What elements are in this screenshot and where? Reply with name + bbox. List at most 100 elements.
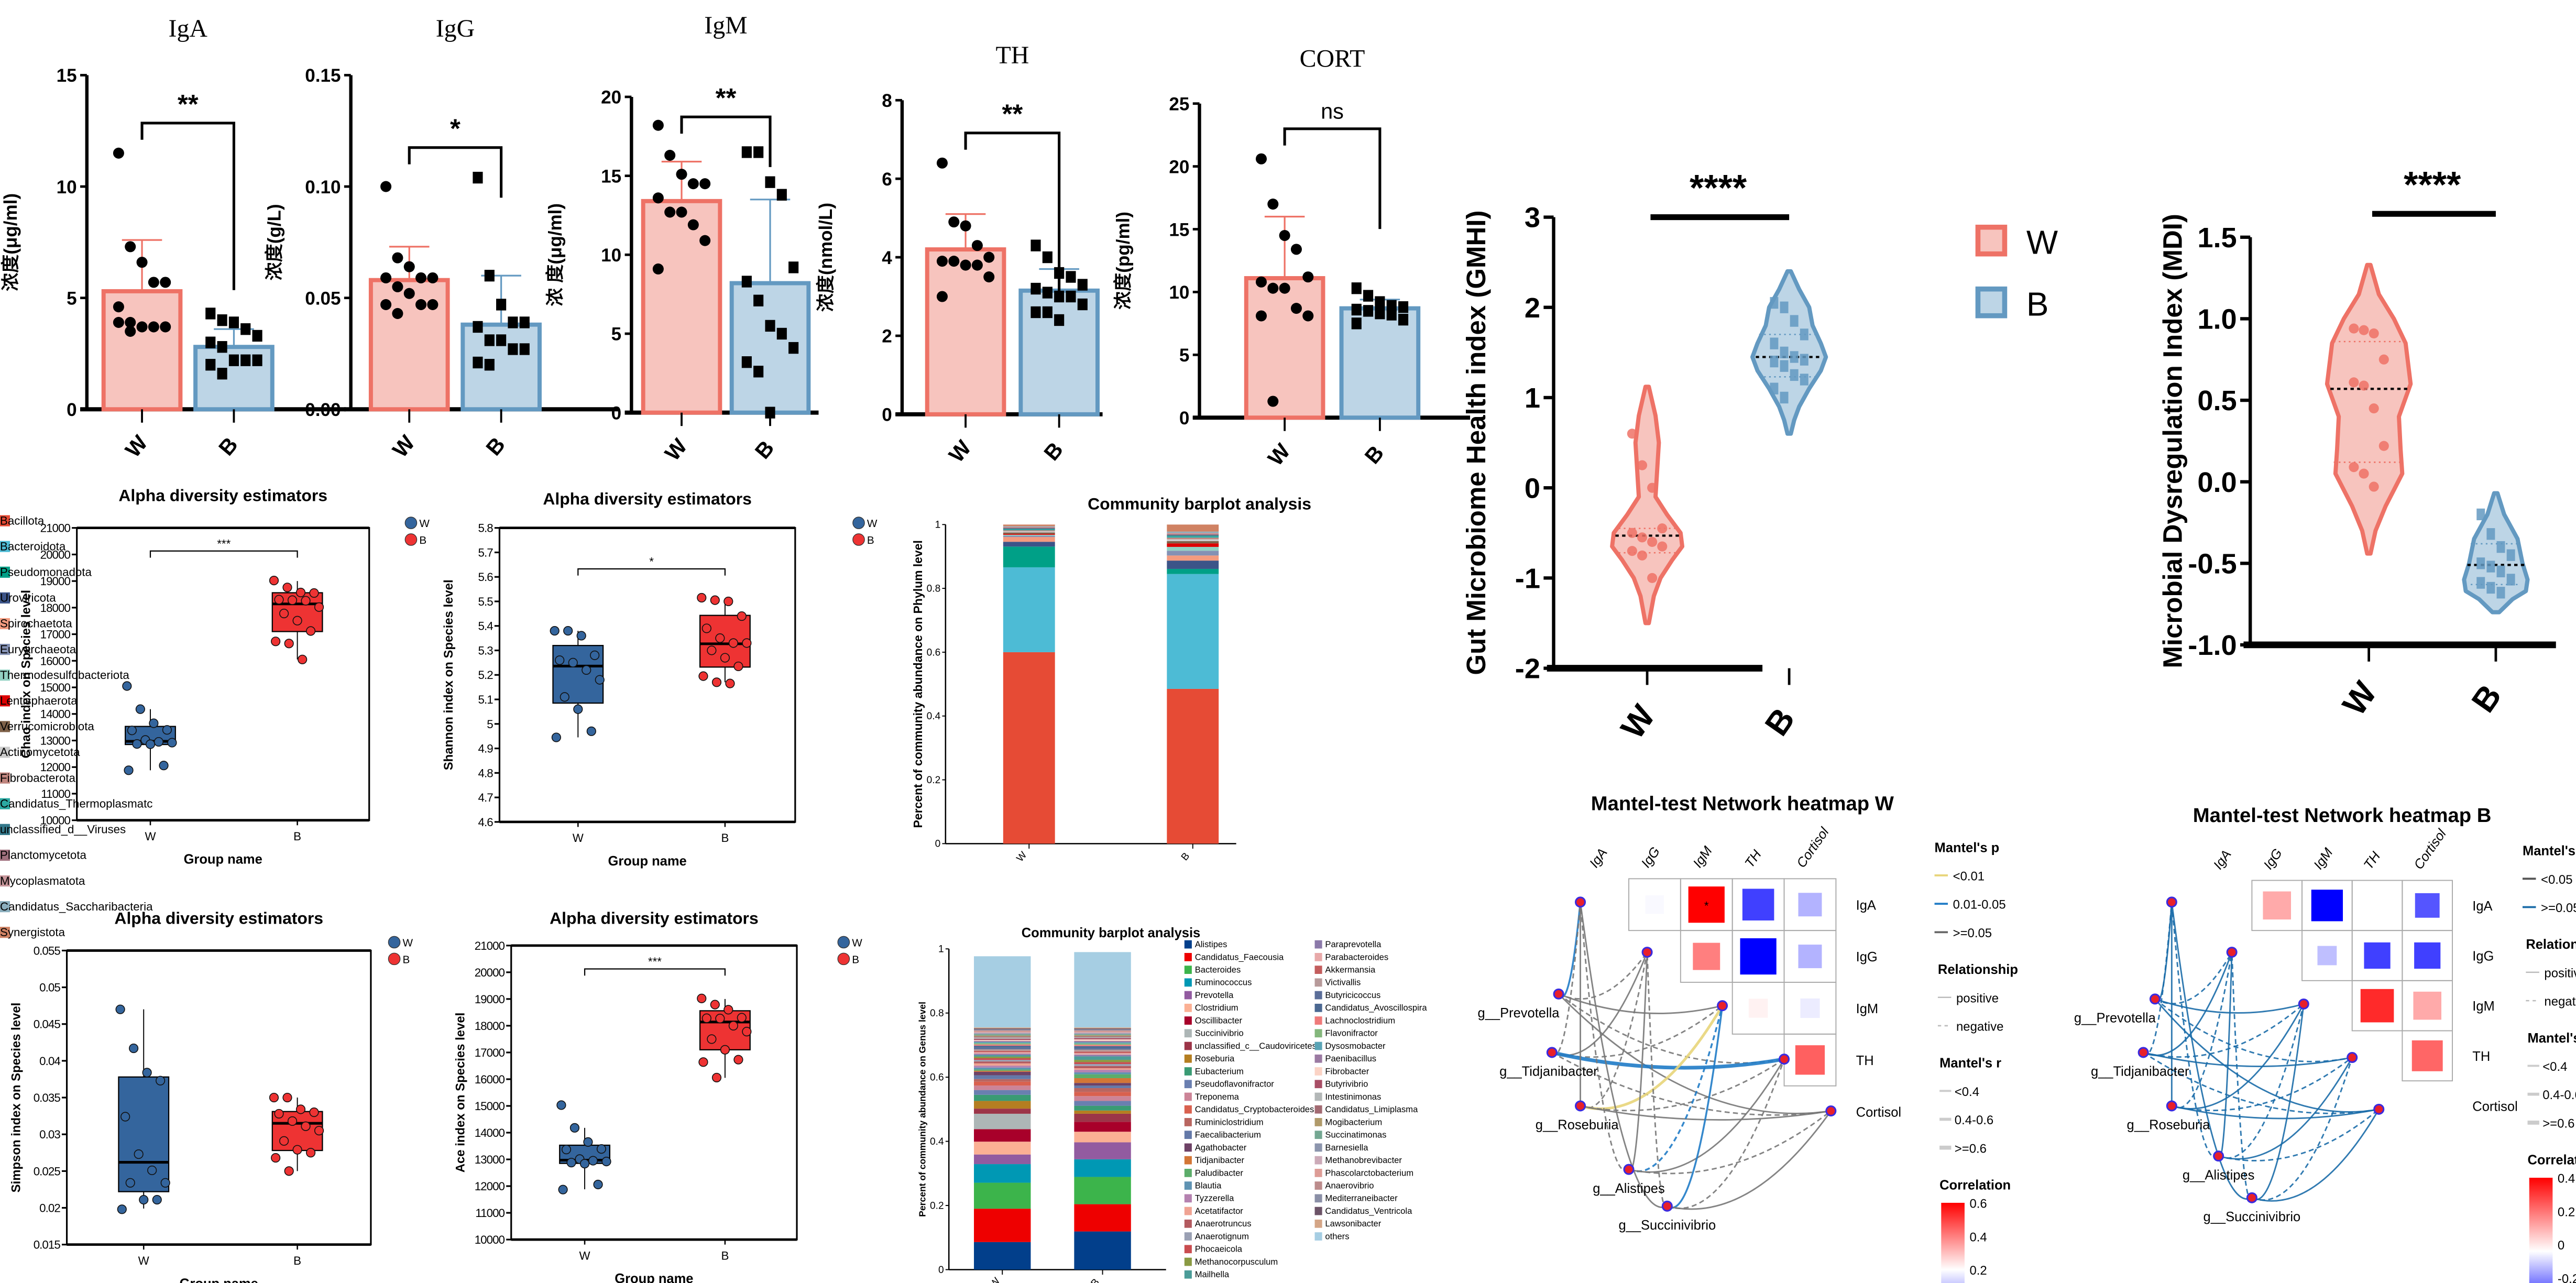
y-tick-label: 15: [57, 65, 77, 86]
legend-swatch: [1184, 1092, 1192, 1101]
stack-segment: [1003, 524, 1055, 527]
legend-swatch: [1314, 978, 1322, 987]
y-tick-label: 0.0: [2197, 467, 2237, 498]
legend-swatch: [1314, 1067, 1322, 1076]
y-tick-label: 0.10: [305, 177, 341, 198]
data-point: [2369, 328, 2379, 339]
stack-segment: [1074, 1033, 1131, 1035]
data-point: [217, 368, 227, 380]
data-point: [295, 587, 306, 598]
x-tick-label: B: [1089, 1277, 1102, 1283]
x-tick-label: W: [1263, 438, 1295, 470]
y-tick-label: 0.2: [927, 775, 941, 786]
stack-segment: [1074, 1056, 1131, 1060]
data-point: [1780, 360, 1789, 372]
stack-segment: [974, 1029, 1031, 1030]
data-point: [1255, 310, 1267, 322]
data-point: [484, 334, 495, 346]
significance-label: *: [649, 555, 654, 568]
legend-label: B: [867, 534, 874, 546]
significance-label: *: [450, 114, 461, 144]
data-point: [1386, 309, 1397, 321]
data-point: [1780, 391, 1789, 404]
y-tick-label: 14000: [40, 708, 71, 721]
chart-title: Alpha diversity estimators: [114, 908, 323, 927]
stack-segment: [974, 1069, 1031, 1071]
legend-label: B: [2026, 286, 2049, 323]
legend-label: Oscillibacter: [1195, 1015, 1243, 1025]
legend-swatch: [1184, 1194, 1192, 1203]
legend-label: 0.01-0.05: [1953, 898, 2006, 912]
stack-segment: [1003, 546, 1055, 567]
stacked-bar-chart-phylum: Community barplot analysis 0 0.2 0.4 0.6 0.8 1…: [0, 495, 1311, 939]
legend-label: Bacillota: [0, 514, 45, 527]
data-point: [1363, 290, 1374, 302]
legend-swatch: [0, 849, 10, 861]
x-axis-label: Group name: [184, 852, 262, 867]
network-edge: [2251, 1109, 2380, 1202]
data-point: [228, 316, 239, 328]
y-tick-label: 1.5: [2197, 222, 2237, 254]
stack-segment: [1074, 1092, 1131, 1096]
legend-swatch: [1314, 1143, 1322, 1152]
y-tick-label: 0: [611, 403, 622, 423]
y-tick-label: 5.8: [478, 522, 494, 535]
data-point: [595, 675, 605, 685]
stack-segment: [974, 1041, 1031, 1044]
box-chart-chao: Alpha diversity estimators 10000 11000 1200…: [19, 486, 430, 867]
stack-segment: [1074, 1110, 1131, 1114]
legend-label: Spirochaetota: [0, 617, 72, 630]
y-tick-label: 12000: [40, 761, 71, 774]
y-axis-label: 浓度(pg/ml): [1113, 212, 1134, 310]
data-point: [2496, 541, 2505, 553]
legend-swatch: [0, 566, 10, 578]
y-tick-label: 1: [938, 944, 944, 955]
stack-segment: [1167, 546, 1219, 551]
stack-segment: [1167, 541, 1219, 544]
chart-title: IgA: [169, 15, 208, 42]
legend-swatch: [1314, 1156, 1322, 1165]
data-point: [1627, 528, 1637, 538]
stack-segment: [974, 1061, 1031, 1063]
network-edge: [1580, 1058, 1785, 1112]
legend-label: Intestinimonas: [1325, 1092, 1381, 1102]
network-edge: [2172, 1105, 2380, 1120]
legend-swatch: [1184, 1131, 1192, 1139]
plot-frame: [510, 945, 798, 1241]
data-point: [1790, 351, 1799, 363]
y-axis-label: 浓度(μg/ml): [1, 193, 21, 291]
legend-label: negative: [2544, 995, 2576, 1009]
legend-label: Paludibacter: [1195, 1168, 1244, 1178]
taxon-node: [1546, 1047, 1558, 1058]
taxon-label: g__Succinivibrio: [1618, 1218, 1716, 1233]
data-point: [573, 704, 583, 714]
data-point: [125, 241, 136, 253]
stack-segment: [1074, 1051, 1131, 1054]
stack-segment: [1003, 534, 1055, 536]
y-tick-label: 10: [1169, 282, 1189, 303]
x-tick-label: B: [1757, 701, 1802, 742]
y-tick-label: 8: [882, 91, 892, 111]
stack-segment: [1074, 1142, 1131, 1159]
y-axis-label: Chao index on Species level: [19, 590, 33, 759]
data-point: [2349, 323, 2359, 334]
legend-title: Mantel's r: [2528, 1031, 2576, 1046]
data-point: [579, 1159, 590, 1169]
legend-swatch: [0, 747, 10, 758]
column-label: IgM: [2311, 845, 2336, 872]
data-point: [1267, 199, 1279, 210]
stack-segment: [1074, 1036, 1131, 1037]
data-point: [788, 342, 799, 354]
data-point: [1657, 523, 1668, 534]
correlation-square: [2317, 946, 2337, 966]
stack-segment: [1167, 574, 1219, 689]
y-tick-label: 18000: [475, 1019, 505, 1033]
stack-segment: [1074, 1039, 1131, 1041]
y-tick-label: 21000: [475, 939, 505, 952]
stack-segment: [1167, 531, 1219, 533]
stack-segment: [1074, 1074, 1131, 1078]
legend-label: Phocaeicola: [1195, 1244, 1243, 1254]
y-axis-label: Microbial Dysregulation Index (MDI): [2157, 214, 2187, 668]
taxon-label: g__Prevotella: [1478, 1006, 1560, 1021]
